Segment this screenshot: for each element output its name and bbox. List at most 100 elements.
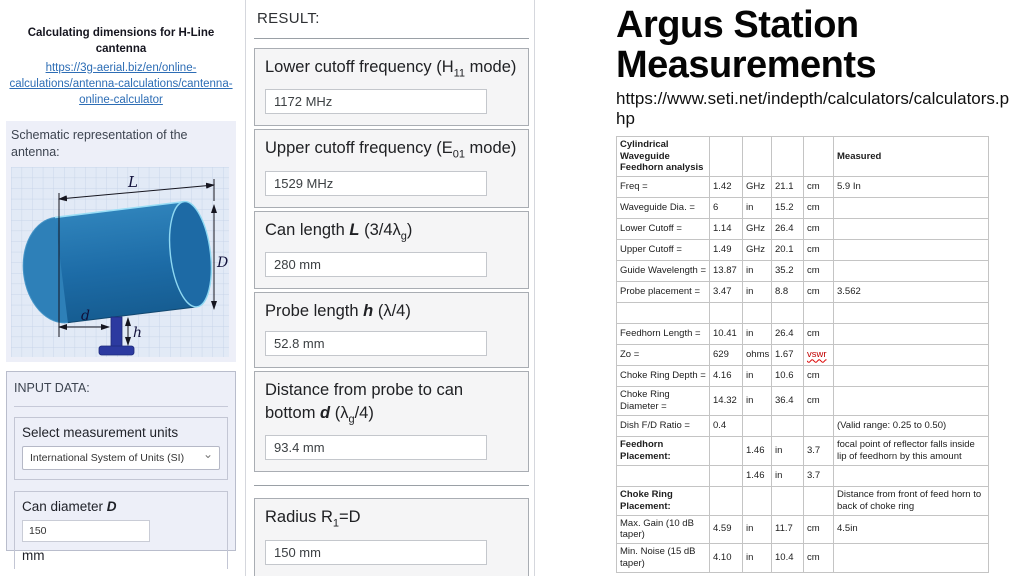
can-cylinder (22, 200, 213, 324)
table-cell: 1.42 (709, 176, 743, 199)
table-cell: in (742, 281, 772, 304)
measurements-table: Cylindrical Waveguide Feedhorn analysis M… (616, 135, 989, 573)
table-cell (803, 485, 834, 516)
result-value[interactable] (265, 435, 487, 461)
table-cell: 35.2 (771, 260, 804, 283)
table-cell: 11.7 (771, 514, 804, 545)
table-cell: in (742, 260, 772, 283)
table-cell (833, 543, 989, 573)
results-heading: RESULT: (257, 10, 320, 27)
units-select-wrap: International System of Units (SI) (22, 445, 220, 470)
table-cell (833, 197, 989, 220)
result-value[interactable] (265, 89, 487, 115)
table-cell: 1.67 (771, 344, 804, 367)
table-cell: 3.47 (709, 281, 743, 304)
table-row: Choke Ring Depth = 4.16 in 10.6 cm (616, 365, 989, 388)
table-cell (833, 386, 989, 416)
result-label: Distance from probe to can bottom d (λg/… (265, 381, 464, 426)
table-row: Lower Cutoff = 1.14 GHz 26.4 cm (616, 218, 989, 241)
table-cell: cm (803, 260, 834, 283)
table-row: Min. Noise (15 dB taper) 4.10 in 10.4 cm (616, 543, 989, 573)
input-data-section: INPUT DATA: Select measurement units Int… (6, 371, 236, 569)
table-cell (833, 260, 989, 283)
table-cell: 15.2 (771, 197, 804, 220)
result-box: Lower cutoff frequency (H11 mode) (254, 48, 529, 127)
results-panel: RESULT: Lower cutoff frequency (H11 mode… (245, 0, 535, 576)
calculator-link[interactable]: https://3g-aerial.biz/en/online-calculat… (9, 62, 233, 107)
table-label-cell: Choke Ring Depth = (616, 365, 710, 388)
result-box: Distance from probe to can bottom d (λg/… (254, 371, 529, 473)
units-label: Select measurement units (22, 424, 179, 440)
table-cell (742, 135, 772, 178)
table-cell: GHz (742, 239, 772, 262)
table-cell: in (742, 365, 772, 388)
result-value[interactable] (265, 252, 487, 278)
table-cell: cm (803, 239, 834, 262)
table-cell: 6 (709, 197, 743, 220)
input-data-heading: INPUT DATA: (14, 381, 90, 396)
antenna-schematic: L D d h (11, 167, 229, 358)
result-box: Upper cutoff frequency (E01 mode) (254, 129, 529, 208)
result-value[interactable] (265, 170, 487, 196)
slide-title-line1: Argus Station (616, 4, 859, 46)
table-cell: cm (803, 543, 834, 573)
units-select[interactable]: International System of Units (SI) (22, 445, 220, 470)
field-input[interactable] (22, 519, 150, 542)
table-row: Freq = 1.42 GHz 21.1 cm 5.9 In (616, 176, 989, 199)
input-fields: Can diameter DmmWorking frequency (14, 490, 228, 576)
table-label-cell: Waveguide Dia. = (616, 197, 710, 220)
table-cell (709, 135, 743, 178)
table-header-measured: Measured (833, 135, 989, 178)
slide-title: Argus Station Measurements (616, 5, 1020, 86)
result-box: Radius R1=D (254, 498, 529, 576)
table-cell: 629 (709, 344, 743, 367)
table-label-cell: Choke Ring Placement: (616, 485, 710, 516)
table-row: Dish F/D Ratio = 0.4 (Valid range: 0.25 to… (616, 415, 989, 437)
table-cell: 4.5in (833, 514, 989, 545)
table-cell (709, 464, 743, 487)
table-label-cell: Choke Ring Diameter = (616, 386, 710, 416)
table-cell: Distance from front of feed horn to back… (833, 485, 989, 516)
table-cell (771, 415, 804, 437)
table-row: Zo = 629 ohms 1.67 vswr (616, 344, 989, 367)
table-label-cell (616, 302, 710, 325)
table-cell (803, 302, 834, 325)
table-cell (803, 415, 834, 437)
table-cell: 4.59 (709, 514, 743, 545)
table-cell: vswr (803, 344, 834, 367)
table-cell (833, 365, 989, 388)
table-row: 1.46 in 3.7 (616, 464, 989, 487)
table-cell: in (742, 197, 772, 220)
divider (254, 38, 529, 39)
table-label-cell: Feedhorn Placement: (616, 436, 710, 466)
table-label-cell: Freq = (616, 176, 710, 199)
table-cell: 26.4 (771, 218, 804, 241)
cantenna-calculator-panel: Calculating dimensions for H-Line canten… (6, 0, 236, 576)
table-cell: 3.562 (833, 281, 989, 304)
probe (98, 316, 135, 356)
schematic-section: Schematic representation of the antenna: (6, 121, 236, 363)
table-cell (833, 323, 989, 346)
table-cell: ohms (742, 344, 772, 367)
table-row: Feedhorn Placement: 1.46 in 3.7 focal point … (616, 436, 989, 466)
input-field-0: Can diameter D mm (14, 490, 228, 569)
result-value[interactable] (265, 331, 487, 357)
calculator-title: Calculating dimensions for H-Line canten… (27, 27, 215, 55)
result-value[interactable] (265, 539, 487, 565)
table-cell: cm (803, 218, 834, 241)
table-cell: 4.16 (709, 365, 743, 388)
table-label-cell: Zo = (616, 344, 710, 367)
table-cell: in (771, 436, 804, 466)
table-cell: 10.6 (771, 365, 804, 388)
table-cell: in (742, 514, 772, 545)
table-cell: 8.8 (771, 281, 804, 304)
table-cell: in (742, 323, 772, 346)
result-label: Lower cutoff frequency (H11 mode) (265, 58, 517, 80)
table-cell: (Valid range: 0.25 to 0.50) (833, 415, 989, 437)
table-cell: in (742, 386, 772, 416)
result-group-0: Lower cutoff frequency (H11 mode) Upper c… (254, 48, 529, 473)
table-label-cell: Dish F/D Ratio = (616, 415, 710, 437)
slide-title-line2: Measurements (616, 44, 877, 87)
result-box: Probe length h (λ/4) (254, 292, 529, 369)
